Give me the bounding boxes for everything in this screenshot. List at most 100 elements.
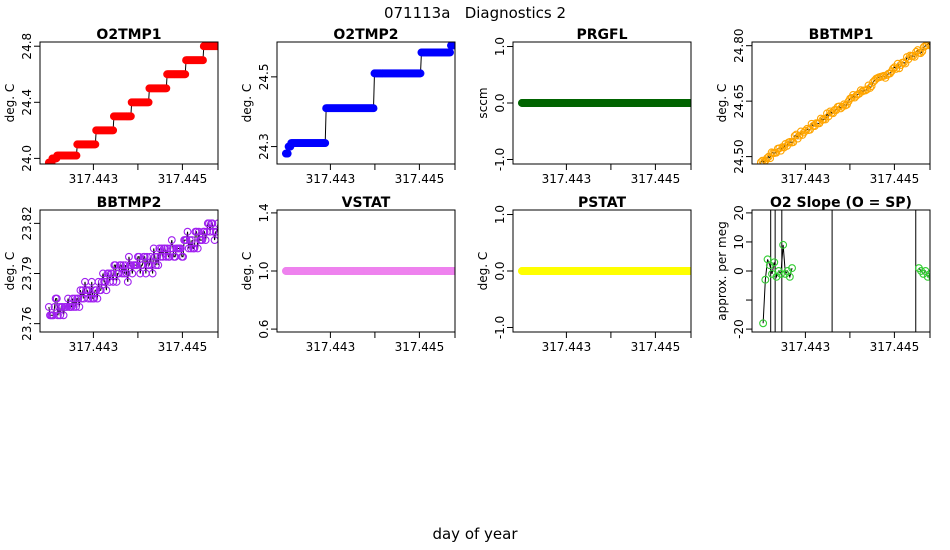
x-tick-label: 317.445 bbox=[158, 172, 208, 186]
data-series-o2-slope-o-sp bbox=[759, 210, 930, 332]
panel-title-bbtmp2: BBTMP2 bbox=[97, 195, 162, 211]
data-point bbox=[788, 264, 796, 273]
panel-frame-bbtmp1 bbox=[751, 41, 931, 165]
data-point bbox=[72, 302, 80, 311]
y-tick-label: 0.0 bbox=[493, 261, 507, 280]
panel-title-bbtmp1: BBTMP1 bbox=[809, 27, 874, 43]
data-point bbox=[776, 269, 785, 278]
data-point bbox=[161, 244, 169, 253]
panel-frame-o2tmp2 bbox=[276, 41, 456, 165]
data-point bbox=[924, 42, 930, 47]
data-point bbox=[183, 227, 192, 236]
data-point bbox=[198, 236, 207, 245]
data-point bbox=[763, 154, 771, 163]
y-tick-label: 0 bbox=[732, 267, 746, 275]
data-point bbox=[803, 124, 811, 133]
data-series-vstat bbox=[281, 267, 455, 275]
y-tick-label: 24.5 bbox=[257, 63, 271, 90]
data-point bbox=[124, 252, 133, 261]
data-point bbox=[69, 302, 78, 311]
data-point bbox=[112, 277, 121, 286]
data-point bbox=[104, 269, 113, 278]
x-tick-label: 317.443 bbox=[69, 172, 119, 186]
data-point bbox=[155, 244, 164, 253]
panel-title-o2tmp1: O2TMP1 bbox=[96, 27, 161, 43]
data-point bbox=[90, 294, 98, 303]
x-tick-label: 317.443 bbox=[781, 340, 831, 354]
data-point bbox=[52, 294, 61, 303]
data-point bbox=[167, 236, 176, 245]
data-point bbox=[162, 84, 171, 93]
data-point bbox=[96, 286, 105, 295]
data-point bbox=[758, 156, 767, 164]
panel-title-pstat: PSTAT bbox=[578, 195, 627, 211]
x-tick-label: 317.445 bbox=[395, 340, 445, 354]
y-tick-label: -1.0 bbox=[493, 148, 507, 171]
data-point bbox=[93, 294, 102, 303]
data-point bbox=[149, 244, 158, 253]
data-point bbox=[212, 227, 218, 236]
ylabel-vstat: deg. C bbox=[240, 252, 254, 291]
data-series-bbtmp1 bbox=[756, 42, 930, 164]
data-point bbox=[59, 311, 68, 320]
data-point bbox=[72, 151, 81, 160]
x-tick-label: 317.445 bbox=[631, 172, 681, 186]
data-point bbox=[209, 227, 218, 236]
data-point bbox=[866, 84, 874, 92]
data-point bbox=[889, 64, 898, 73]
y-tick-label: -20 bbox=[732, 319, 746, 339]
data-point bbox=[140, 252, 149, 261]
panel-frame-bbtmp2 bbox=[39, 209, 219, 333]
data-point bbox=[451, 267, 455, 275]
y-tick-label: 0.6 bbox=[257, 320, 271, 339]
data-point bbox=[816, 114, 825, 123]
y-tick-label: 10 bbox=[732, 234, 746, 249]
data-point bbox=[101, 277, 110, 286]
data-point bbox=[208, 219, 217, 228]
data-point bbox=[165, 252, 174, 261]
series-line bbox=[762, 244, 793, 324]
y-tick-label: 24.80 bbox=[732, 29, 746, 63]
y-tick-label: 24.50 bbox=[732, 139, 746, 173]
y-tick-label: 24.8 bbox=[20, 33, 34, 60]
y-tick-label: 23.79 bbox=[20, 256, 34, 290]
data-point bbox=[111, 261, 120, 270]
data-point bbox=[128, 269, 137, 278]
y-tick-label: 24.0 bbox=[20, 145, 34, 172]
data-point bbox=[126, 112, 135, 121]
data-point bbox=[190, 244, 199, 253]
data-point bbox=[756, 158, 765, 164]
data-point bbox=[74, 294, 83, 303]
x-tick-label: 317.445 bbox=[870, 172, 920, 186]
data-point bbox=[283, 149, 292, 158]
data-point bbox=[132, 261, 141, 270]
data-point bbox=[118, 269, 127, 278]
data-point bbox=[154, 261, 163, 270]
data-point bbox=[152, 261, 160, 270]
ylabel-bbtmp1: deg. C bbox=[715, 84, 729, 123]
x-tick-label: 317.445 bbox=[631, 340, 681, 354]
data-point bbox=[210, 236, 218, 245]
data-point bbox=[199, 56, 207, 65]
data-point bbox=[150, 252, 159, 261]
x-tick-label: 317.443 bbox=[781, 172, 831, 186]
series-line bbox=[285, 44, 454, 155]
data-point bbox=[144, 98, 153, 107]
data-point bbox=[184, 244, 193, 253]
panel-title-prgfl: PRGFL bbox=[576, 27, 627, 43]
data-point bbox=[194, 227, 203, 236]
data-series-bbtmp2 bbox=[44, 219, 218, 320]
y-tick-label: 1.4 bbox=[257, 203, 271, 222]
data-point bbox=[188, 236, 197, 245]
ylabel-prgfl: sccm bbox=[476, 87, 490, 118]
data-point bbox=[121, 261, 130, 270]
y-tick-label: 23.82 bbox=[20, 206, 34, 240]
data-point bbox=[910, 52, 919, 61]
data-point bbox=[120, 269, 129, 278]
data-point bbox=[923, 272, 930, 281]
y-tick-label: 24.3 bbox=[257, 133, 271, 160]
data-point bbox=[162, 252, 171, 261]
data-point bbox=[148, 269, 157, 278]
data-point bbox=[201, 236, 210, 245]
data-point bbox=[856, 86, 865, 95]
